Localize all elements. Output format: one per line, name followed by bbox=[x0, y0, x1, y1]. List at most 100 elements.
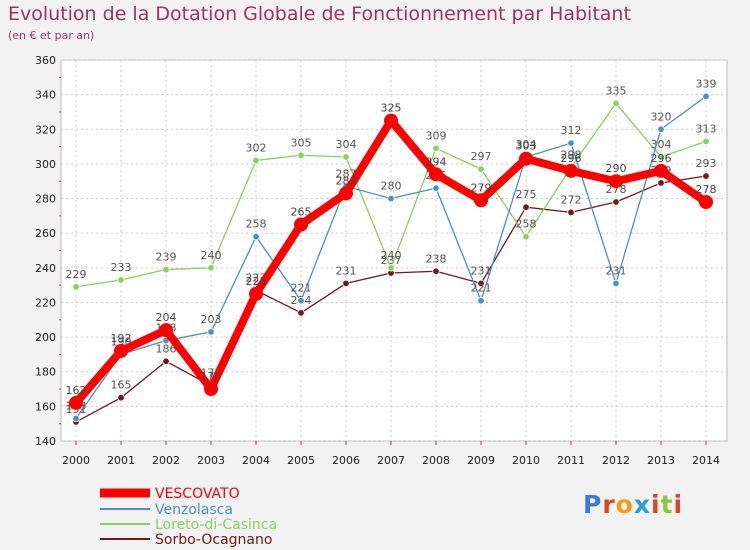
y-tick-label: 320 bbox=[35, 123, 56, 136]
data-point bbox=[564, 163, 578, 178]
y-tick-label: 180 bbox=[35, 366, 56, 379]
x-tick-label: 2008 bbox=[422, 454, 450, 467]
data-label: 275 bbox=[516, 188, 537, 201]
logo-letter: i bbox=[673, 490, 684, 519]
data-label: 290 bbox=[606, 162, 627, 175]
data-label: 304 bbox=[516, 138, 537, 151]
data-label: 339 bbox=[696, 77, 717, 90]
legend-item-vescovato: VESCOVATO bbox=[100, 486, 240, 502]
data-point bbox=[522, 232, 530, 241]
data-label: 304 bbox=[651, 138, 672, 151]
data-point bbox=[612, 198, 620, 206]
data-point bbox=[699, 195, 713, 210]
y-tick-label: 300 bbox=[35, 158, 56, 171]
x-tick-label: 2011 bbox=[557, 454, 585, 467]
data-label: 238 bbox=[426, 252, 447, 265]
x-tick-label: 2007 bbox=[377, 454, 405, 467]
data-point bbox=[249, 286, 263, 301]
data-label: 278 bbox=[696, 183, 717, 196]
data-point bbox=[612, 279, 620, 288]
legend-item-loreto-di-casinca: Loreto-di-Casinca bbox=[100, 517, 277, 533]
data-point bbox=[384, 113, 398, 128]
y-tick-label: 220 bbox=[35, 296, 56, 309]
data-point bbox=[522, 203, 530, 211]
data-point bbox=[432, 267, 440, 275]
data-point bbox=[432, 144, 440, 153]
data-point bbox=[69, 395, 83, 410]
data-point bbox=[162, 265, 170, 274]
data-label: 320 bbox=[651, 110, 672, 123]
data-label: 192 bbox=[111, 332, 132, 345]
y-tick-label: 280 bbox=[35, 193, 56, 206]
data-label: 237 bbox=[381, 254, 402, 267]
series-vescovato: 162 192 204 170 225 265 283 325 294 279 303 296 290 2… bbox=[66, 102, 717, 410]
x-tick-label: 2005 bbox=[287, 454, 315, 467]
logo-letter: r bbox=[602, 490, 616, 519]
data-label: 221 bbox=[291, 282, 312, 295]
data-label: 258 bbox=[516, 218, 537, 231]
data-point bbox=[612, 99, 620, 107]
data-point bbox=[657, 153, 665, 161]
data-point bbox=[702, 137, 710, 146]
data-point bbox=[162, 357, 170, 366]
logo-letter: i bbox=[651, 490, 661, 519]
data-label: 313 bbox=[696, 122, 717, 135]
data-point bbox=[117, 276, 125, 284]
x-tick-label: 2003 bbox=[197, 454, 225, 467]
y-tick-label: 160 bbox=[35, 400, 56, 413]
data-label: 240 bbox=[201, 249, 222, 262]
legend-label: Venzolasca bbox=[155, 502, 233, 518]
y-tick-label: 200 bbox=[35, 331, 56, 344]
x-tick-label: 2009 bbox=[467, 454, 495, 467]
x-tick-label: 2004 bbox=[242, 454, 270, 467]
data-point bbox=[297, 309, 305, 317]
legend-item-sorbo-ocagnano: Sorbo-Ocagnano bbox=[100, 532, 272, 548]
data-label: 231 bbox=[336, 264, 357, 277]
chart-title: Evolution de la Dotation Globale de Fonc… bbox=[8, 3, 631, 25]
data-point bbox=[702, 92, 710, 101]
data-label: 240 bbox=[381, 249, 402, 262]
legend-label: Loreto-di-Casinca bbox=[155, 517, 277, 533]
data-point bbox=[159, 323, 173, 338]
data-label: 186 bbox=[156, 342, 177, 355]
logo-letter: o bbox=[615, 490, 634, 519]
y-tick-label: 360 bbox=[35, 54, 56, 67]
data-label: 221 bbox=[471, 282, 492, 295]
data-point bbox=[207, 328, 215, 336]
data-label: 229 bbox=[66, 268, 87, 281]
data-label: 170 bbox=[201, 370, 222, 383]
data-point bbox=[567, 139, 575, 147]
data-label: 297 bbox=[471, 150, 492, 163]
data-point bbox=[297, 297, 305, 305]
data-point bbox=[207, 264, 215, 272]
x-tick-label: 2010 bbox=[512, 454, 540, 467]
chart-subtitle: (en € et par an) bbox=[8, 29, 95, 42]
y-tick-label: 260 bbox=[35, 227, 56, 240]
x-tick-label: 2014 bbox=[692, 454, 720, 467]
data-label: 204 bbox=[156, 311, 177, 324]
data-label: 231 bbox=[606, 264, 627, 277]
data-label: 165 bbox=[111, 379, 132, 392]
x-tick-label: 2000 bbox=[62, 454, 90, 467]
logo-letter: t bbox=[660, 490, 674, 519]
data-label: 278 bbox=[606, 183, 627, 196]
data-point bbox=[72, 414, 80, 423]
data-point bbox=[339, 186, 353, 201]
legend-label: VESCOVATO bbox=[155, 486, 240, 502]
legend-label: Sorbo-Ocagnano bbox=[155, 532, 272, 548]
data-label: 296 bbox=[651, 152, 672, 165]
data-point bbox=[609, 174, 623, 189]
data-label: 162 bbox=[66, 384, 87, 397]
data-point bbox=[387, 194, 395, 203]
data-label: 287 bbox=[336, 167, 357, 180]
data-label: 233 bbox=[111, 261, 132, 274]
data-point bbox=[654, 163, 668, 178]
data-label: 309 bbox=[426, 129, 447, 142]
data-point bbox=[114, 343, 128, 358]
x-tick-label: 2006 bbox=[332, 454, 360, 467]
data-point bbox=[252, 232, 260, 241]
data-label: 312 bbox=[561, 124, 582, 137]
